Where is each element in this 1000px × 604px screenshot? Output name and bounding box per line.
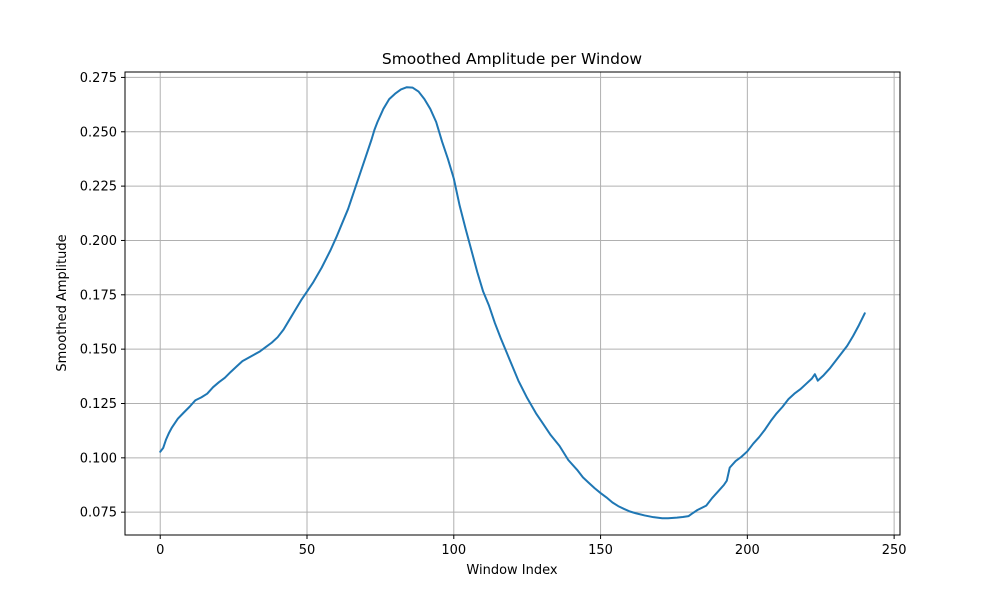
- y-tick-label: 0.175: [80, 288, 117, 303]
- x-tick-label: 100: [441, 543, 466, 558]
- grid: [125, 72, 900, 535]
- y-tick-label: 0.100: [80, 451, 117, 466]
- y-axis: 0.075 0.100 0.125 0.150 0.175 0.200 0.225 0.250…: [80, 71, 125, 521]
- y-tick-label: 0.075: [80, 506, 117, 521]
- y-tick-label: 0.250: [80, 125, 117, 140]
- x-axis-label: Window Index: [466, 563, 557, 578]
- x-tick-label: 200: [735, 543, 760, 558]
- y-axis-label: Smoothed Amplitude: [55, 234, 70, 371]
- plot-frame: [124, 71, 901, 536]
- x-tick-label: 50: [299, 543, 316, 558]
- x-tick-label: 150: [588, 543, 613, 558]
- y-tick-label: 0.275: [80, 71, 117, 86]
- y-tick-label: 0.125: [80, 397, 117, 412]
- series-line: [159, 86, 866, 520]
- x-tick-label: 0: [156, 543, 164, 558]
- y-tick-label: 0.200: [80, 234, 117, 249]
- chart-title: Smoothed Amplitude per Window: [382, 50, 643, 68]
- x-axis: 0 50 100 150 200 250: [156, 535, 907, 558]
- series-layer: [159, 86, 866, 520]
- x-tick-label: 250: [882, 543, 907, 558]
- y-tick-label: 0.225: [80, 180, 117, 195]
- y-tick-label: 0.150: [80, 343, 117, 358]
